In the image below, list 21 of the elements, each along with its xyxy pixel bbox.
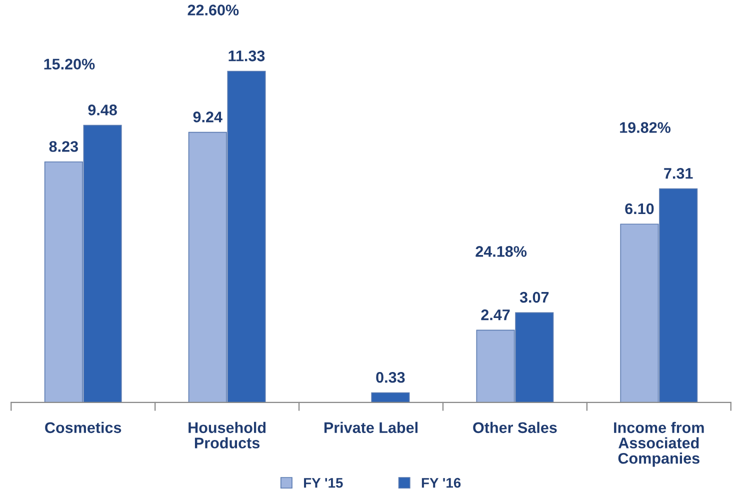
- data-label: 2.47: [481, 309, 510, 320]
- text: 22.60%: [188, 4, 239, 16]
- data-label: 11.33: [228, 50, 265, 62]
- data-label: 9.24: [193, 112, 222, 122]
- annotation: 24.18%: [476, 246, 527, 257]
- data-label: 7.31: [664, 168, 693, 179]
- x-tick-label: Other Sales: [473, 422, 557, 434]
- text: 15.20%: [44, 58, 95, 70]
- data-label: 3.07: [520, 292, 549, 303]
- legend-label: FY '16: [422, 478, 461, 488]
- bar: [371, 392, 410, 402]
- data-label: 6.10: [625, 203, 654, 214]
- x-tick-label: Income from Associated Companies: [614, 422, 704, 467]
- data-label: 9.48: [88, 104, 117, 116]
- x-tick-label: Cosmetics: [45, 422, 122, 434]
- x-tick-label: Private Label: [324, 422, 418, 434]
- legend-label: FY '15: [304, 478, 343, 488]
- data-label: 8.23: [49, 141, 78, 152]
- annotation: 19.82%: [620, 122, 671, 133]
- data-label: 0.33: [376, 372, 405, 383]
- x-tick-label: Household Products: [188, 422, 266, 448]
